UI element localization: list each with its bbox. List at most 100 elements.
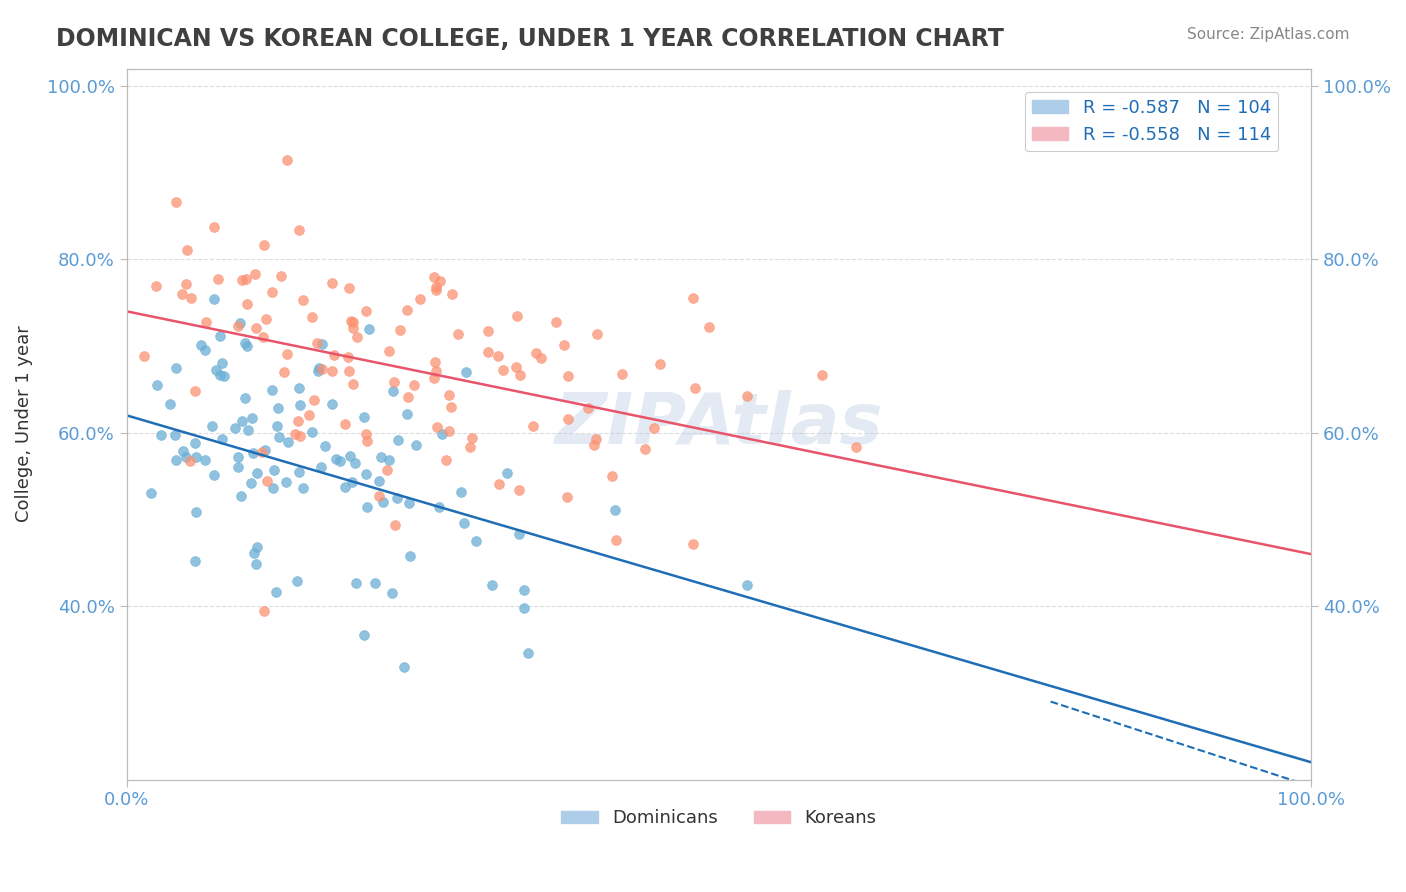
Point: [240, 475, 263, 490]
Point: [276, 347, 298, 361]
Point: [321, 364, 343, 378]
Point: [172, 444, 194, 458]
Point: [409, 292, 432, 306]
Point: [298, 408, 321, 422]
Point: [149, 427, 172, 442]
Point: [396, 390, 419, 404]
Point: [506, 309, 529, 323]
Point: [425, 280, 447, 294]
Point: [492, 362, 515, 376]
Point: [517, 646, 540, 660]
Point: [184, 554, 207, 568]
Point: [132, 349, 155, 363]
Point: [184, 505, 207, 519]
Point: [308, 361, 330, 376]
Point: [340, 475, 363, 490]
Point: [811, 368, 834, 383]
Point: [737, 578, 759, 592]
Point: [529, 351, 551, 365]
Point: [427, 500, 450, 515]
Point: [194, 315, 217, 329]
Point: [509, 368, 531, 383]
Point: [184, 384, 207, 398]
Point: [697, 320, 720, 334]
Point: [270, 269, 292, 284]
Text: Source: ZipAtlas.com: Source: ZipAtlas.com: [1187, 27, 1350, 42]
Point: [274, 475, 297, 489]
Point: [437, 388, 460, 402]
Point: [176, 277, 198, 292]
Point: [381, 586, 404, 600]
Point: [256, 312, 278, 326]
Point: [382, 384, 405, 398]
Legend: Dominicans, Koreans: Dominicans, Koreans: [554, 802, 883, 835]
Point: [437, 424, 460, 438]
Point: [190, 337, 212, 351]
Point: [426, 420, 449, 434]
Point: [321, 277, 343, 291]
Point: [425, 364, 447, 378]
Point: [557, 369, 579, 384]
Point: [450, 484, 472, 499]
Point: [226, 450, 249, 465]
Point: [226, 318, 249, 333]
Point: [557, 412, 579, 426]
Point: [301, 310, 323, 324]
Point: [356, 427, 378, 442]
Point: [159, 397, 181, 411]
Point: [356, 500, 378, 514]
Point: [256, 475, 278, 489]
Point: [353, 628, 375, 642]
Point: [264, 584, 287, 599]
Point: [172, 287, 194, 301]
Point: [262, 384, 284, 398]
Point: [235, 297, 257, 311]
Point: [683, 381, 706, 395]
Point: [288, 223, 311, 237]
Point: [405, 438, 427, 452]
Point: [458, 440, 481, 454]
Y-axis label: College, Under 1 year: College, Under 1 year: [15, 326, 32, 523]
Point: [290, 398, 312, 412]
Point: [342, 377, 364, 392]
Point: [496, 467, 519, 481]
Point: [398, 496, 420, 510]
Point: [337, 350, 360, 364]
Point: [461, 431, 484, 445]
Point: [263, 462, 285, 476]
Point: [208, 368, 231, 383]
Point: [246, 541, 269, 555]
Point: [402, 377, 425, 392]
Point: [440, 400, 463, 414]
Point: [329, 454, 352, 468]
Point: [373, 494, 395, 508]
Point: [253, 238, 276, 252]
Point: [233, 391, 256, 405]
Point: [236, 338, 259, 352]
Point: [254, 442, 277, 457]
Point: [325, 451, 347, 466]
Point: [211, 356, 233, 370]
Point: [179, 454, 201, 468]
Point: [464, 534, 486, 549]
Point: [337, 364, 360, 378]
Point: [364, 576, 387, 591]
Point: [423, 269, 446, 284]
Point: [202, 292, 225, 306]
Point: [392, 659, 415, 673]
Point: [273, 365, 295, 379]
Point: [231, 272, 253, 286]
Point: [291, 481, 314, 495]
Point: [682, 536, 704, 550]
Point: [610, 367, 633, 381]
Point: [605, 533, 627, 547]
Point: [180, 291, 202, 305]
Point: [307, 364, 329, 378]
Point: [432, 427, 454, 442]
Point: [243, 546, 266, 560]
Point: [505, 360, 527, 375]
Point: [231, 489, 253, 503]
Point: [633, 442, 655, 456]
Point: [555, 490, 578, 504]
Point: [212, 368, 235, 383]
